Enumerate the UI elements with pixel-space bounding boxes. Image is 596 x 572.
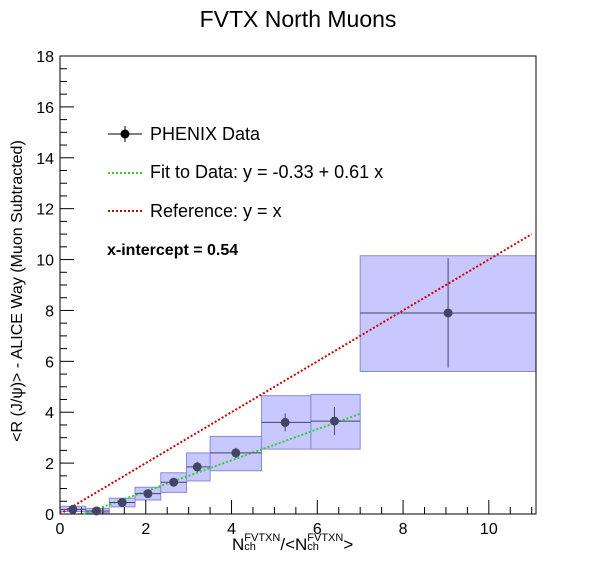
legend-label-data: PHENIX Data xyxy=(150,124,261,144)
y-tick-label: 18 xyxy=(36,49,54,66)
x-axis-label-sub2: ch xyxy=(307,541,319,553)
legend-label-fit: Fit to Data: y = -0.33 + 0.61 x xyxy=(150,162,384,182)
data-point-9 xyxy=(443,308,453,318)
x-axis-label-sup1: FVTXN xyxy=(244,532,281,544)
y-tick-label: 4 xyxy=(45,405,54,422)
y-tick-label: 10 xyxy=(36,253,54,270)
y-tick-label: 14 xyxy=(36,151,54,168)
x-tick-label: 10 xyxy=(480,521,498,538)
x-axis-label-sup2: FVTXN xyxy=(307,532,344,544)
y-tick-label: 16 xyxy=(36,100,54,117)
x-axis-label-sub1: ch xyxy=(244,541,256,553)
y-tick-label: 0 xyxy=(45,507,54,524)
data-point-0 xyxy=(68,504,78,514)
data-point-2 xyxy=(117,498,127,508)
x-tick-label: 2 xyxy=(141,521,150,538)
x-axis-label-end: > xyxy=(343,535,354,554)
legend-label-reference: Reference: y = x xyxy=(150,201,282,221)
data-point-5 xyxy=(192,462,202,472)
data-point-6 xyxy=(231,448,241,458)
x-intercept-annotation: x-intercept = 0.54 xyxy=(107,242,239,259)
y-tick-label: 2 xyxy=(45,456,54,473)
x-axis-label-script2: FVTXN ch xyxy=(307,532,344,555)
x-tick-label: 8 xyxy=(399,521,408,538)
legend-marker-data-dot xyxy=(120,129,130,139)
x-axis-label: NFVTXN ch/<NFVTXN ch > xyxy=(232,532,354,555)
x-tick-label: 6 xyxy=(313,521,322,538)
data-point-1 xyxy=(91,506,101,516)
y-tick-label: 6 xyxy=(45,354,54,371)
x-axis-label-mid: /<N xyxy=(280,535,308,554)
y-tick-label: 8 xyxy=(45,303,54,320)
fit-line xyxy=(82,412,361,515)
y-axis-label: <R (J/ψ)> - ALICE Way (Muon Subtracted) xyxy=(9,140,26,442)
x-tick-label: 4 xyxy=(227,521,236,538)
x-axis-label-n1: N xyxy=(232,535,245,554)
x-axis-label-script1: FVTXN ch xyxy=(244,532,281,555)
x-tick-label: 0 xyxy=(56,521,65,538)
data-point-4 xyxy=(169,477,179,487)
reference-line xyxy=(59,233,533,515)
data-point-8 xyxy=(329,416,339,426)
data-point-3 xyxy=(143,489,153,499)
chart-title: FVTX North Muons xyxy=(199,6,397,32)
data-point-7 xyxy=(280,417,290,427)
y-tick-label: 12 xyxy=(36,202,54,219)
